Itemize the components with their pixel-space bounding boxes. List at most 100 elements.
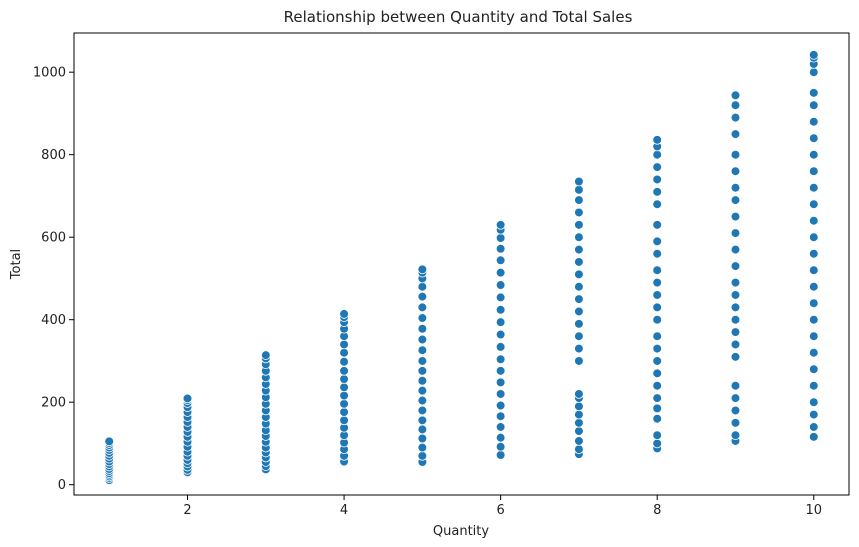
data-point <box>574 401 584 412</box>
data-point <box>417 281 428 292</box>
data-point <box>652 265 663 275</box>
data-point <box>808 298 819 308</box>
data-point <box>808 380 819 391</box>
data-point <box>339 339 349 350</box>
data-point <box>574 444 584 455</box>
data-point <box>808 50 819 60</box>
data-point <box>574 319 584 329</box>
data-point <box>808 432 819 442</box>
data-point <box>808 166 819 176</box>
data-point <box>417 264 428 275</box>
data-point <box>574 294 584 304</box>
x-axis-label: Quantity <box>433 524 489 539</box>
data-point <box>574 184 584 195</box>
data-point <box>417 442 428 453</box>
data-point <box>417 334 428 345</box>
data-point <box>417 395 428 406</box>
data-point <box>574 269 584 280</box>
data-point <box>417 313 428 323</box>
data-point <box>495 220 506 230</box>
data-point <box>495 432 506 443</box>
data-point <box>495 280 506 290</box>
data-point <box>417 345 428 356</box>
data-point <box>808 199 819 209</box>
data-point <box>495 377 506 388</box>
data-point <box>417 451 428 461</box>
data-point <box>808 422 819 432</box>
data-point <box>808 232 819 242</box>
data-point <box>339 366 349 376</box>
data-point <box>574 207 584 218</box>
data-point <box>808 409 819 420</box>
data-point <box>495 354 506 365</box>
data-point <box>730 261 741 271</box>
data-point <box>652 236 663 247</box>
data-point <box>339 356 349 367</box>
data-point <box>730 244 741 255</box>
data-point <box>652 162 663 172</box>
data-point <box>730 339 741 350</box>
x-tick-label: 4 <box>340 503 348 518</box>
data-point <box>652 174 663 185</box>
plot-points <box>104 50 819 485</box>
data-point <box>417 291 428 302</box>
data-point <box>574 389 584 399</box>
data-point <box>417 356 428 366</box>
data-point <box>808 248 819 259</box>
data-point <box>652 393 663 403</box>
data-point <box>574 331 584 341</box>
data-point <box>808 364 819 374</box>
data-point <box>417 375 428 386</box>
data-point <box>652 314 663 325</box>
data-point <box>495 389 506 399</box>
data-point <box>495 366 506 376</box>
data-point <box>652 302 663 313</box>
data-point <box>495 411 506 422</box>
data-point <box>652 380 663 391</box>
data-point <box>495 292 506 303</box>
data-point <box>574 176 584 187</box>
data-point <box>574 418 584 428</box>
data-point <box>730 211 741 222</box>
data-point <box>574 306 584 317</box>
data-point <box>652 248 663 259</box>
data-point <box>495 441 506 452</box>
data-point <box>495 342 506 352</box>
data-point <box>495 329 506 340</box>
data-point <box>730 100 741 110</box>
data-point <box>652 430 663 440</box>
y-tick-label: 600 <box>41 231 66 246</box>
data-point <box>574 343 584 354</box>
data-point <box>260 350 271 360</box>
data-point <box>652 277 663 288</box>
data-point <box>495 304 506 315</box>
data-point <box>417 366 428 376</box>
data-point <box>808 116 819 127</box>
data-point <box>652 413 663 424</box>
data-point <box>730 380 741 391</box>
data-point <box>574 409 584 420</box>
data-point <box>808 149 819 160</box>
x-tick-label: 8 <box>653 503 661 518</box>
data-point <box>730 129 741 139</box>
data-point <box>808 67 819 77</box>
y-axis-label: Total <box>9 249 24 280</box>
data-point <box>417 424 428 435</box>
data-point <box>495 233 506 243</box>
x-tick-label: 6 <box>497 503 505 518</box>
data-point <box>808 397 819 407</box>
data-point <box>495 267 506 278</box>
data-point <box>495 243 506 254</box>
data-point <box>339 309 349 319</box>
data-point <box>730 149 741 160</box>
data-point <box>808 215 819 226</box>
data-point <box>417 323 428 334</box>
data-point <box>652 403 663 414</box>
data-point <box>808 133 819 143</box>
y-tick-label: 1000 <box>33 66 66 81</box>
data-point <box>339 390 349 401</box>
data-point <box>339 399 349 409</box>
data-point <box>730 195 741 205</box>
